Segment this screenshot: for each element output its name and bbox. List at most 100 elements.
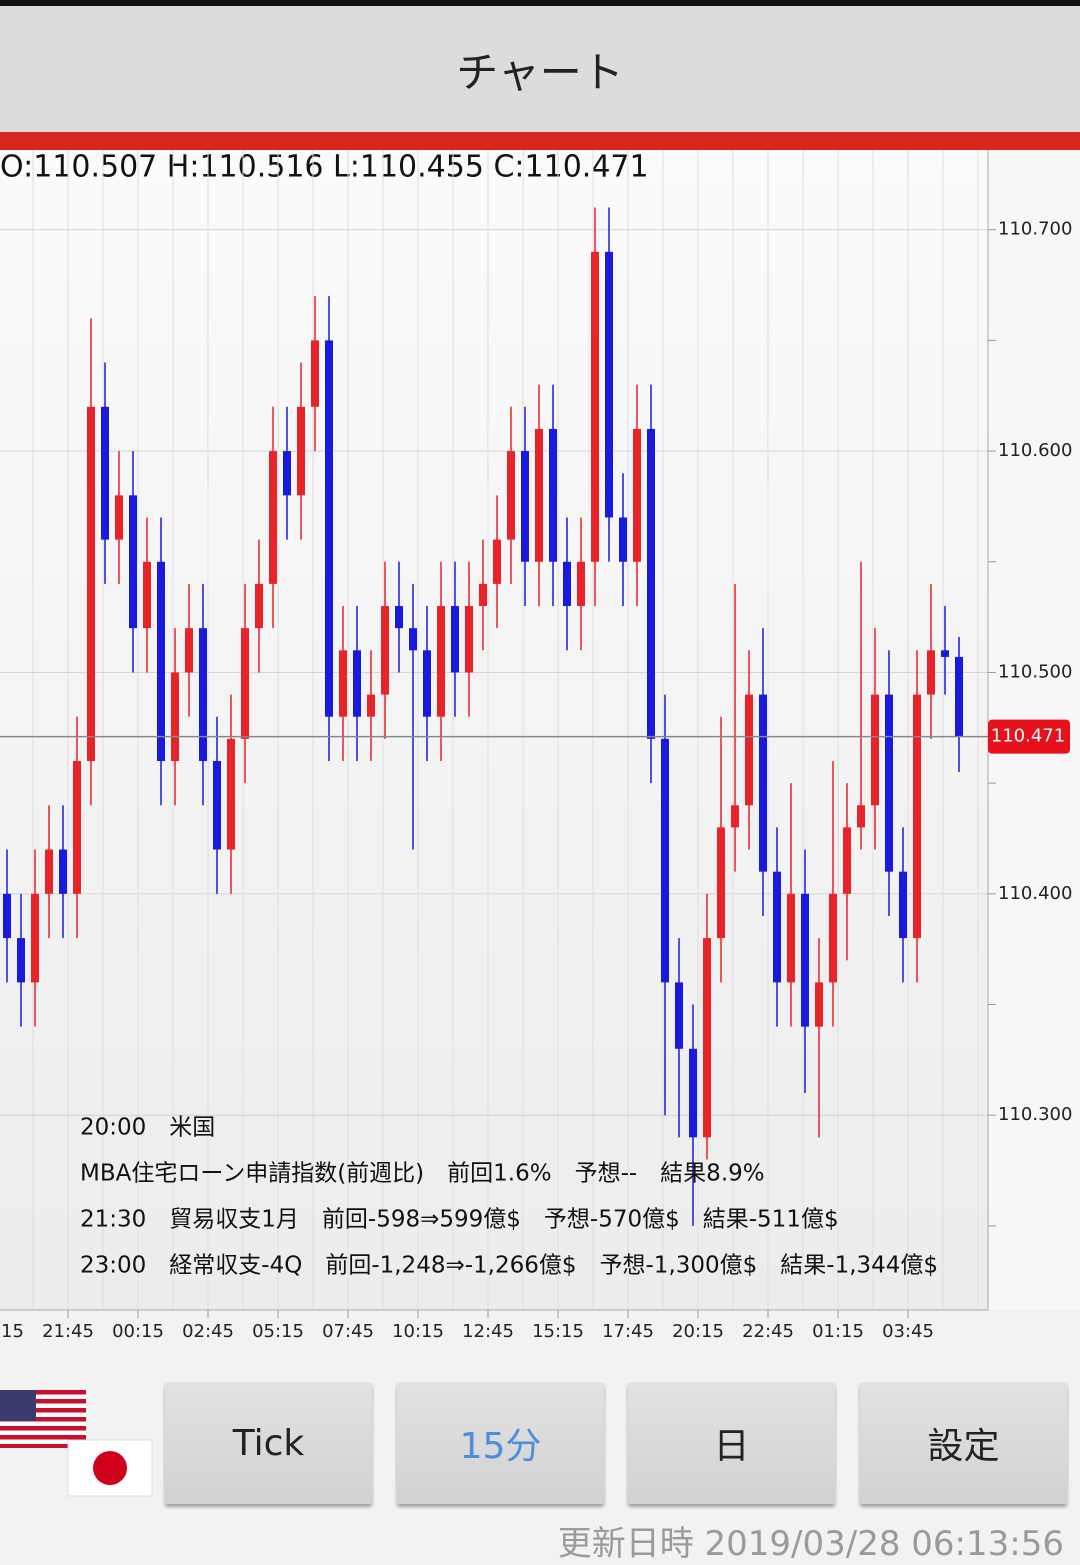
candle-body [115, 495, 123, 540]
candle-body [87, 406, 95, 761]
candle-body [633, 428, 641, 562]
candle-body [73, 760, 81, 894]
current-price-label: 110.471 [991, 726, 1065, 747]
candle-body [717, 827, 725, 939]
y-tick-label: 110.400 [998, 883, 1072, 904]
x-tick-label: 22:45 [742, 1321, 794, 1342]
candle-body [45, 849, 53, 894]
x-tick-label: 00:15 [112, 1321, 164, 1342]
candle-body [493, 539, 501, 584]
flags [0, 1390, 153, 1497]
candle-body [829, 893, 837, 983]
x-tick-label: 15:15 [532, 1321, 584, 1342]
candle-body [213, 760, 221, 850]
day-button[interactable]: 日 [628, 1382, 835, 1504]
accent-bar [0, 132, 1080, 150]
candle-body [157, 561, 165, 761]
title: チャート [0, 6, 1080, 132]
update-time: 更新日時 2019/03/28 06:13:56 [557, 1524, 1064, 1564]
news-line: 23:00 経常収支-4Q 前回-1,248⇒-1,266億$ 予想-1,300… [80, 1253, 938, 1279]
news-line: MBA住宅ローン申請指数(前週比) 前回1.6% 予想-- 結果8.9% [80, 1161, 765, 1187]
candle-body [185, 628, 193, 673]
candle-body [59, 849, 67, 894]
candle-body [451, 606, 459, 673]
candle-body [661, 738, 669, 983]
x-tick-label: 19:15 [0, 1321, 24, 1342]
candle-body [871, 694, 879, 806]
candle-body [325, 340, 333, 717]
candle-body [689, 1048, 697, 1138]
status-bar [0, 0, 1080, 6]
chart: O:110.507 H:110.516 L:110.455 C:110.471 … [0, 150, 1080, 1342]
y-tick-label: 110.700 [998, 219, 1072, 240]
candle-body [465, 606, 473, 673]
x-tick-label: 17:45 [602, 1321, 654, 1342]
candle-body [913, 694, 921, 939]
candle-body [773, 871, 781, 983]
candle-body [955, 656, 963, 737]
candle-body [857, 805, 865, 828]
candle-body [129, 495, 137, 629]
ohlc-label: O:110.507 H:110.516 L:110.455 C:110.471 [0, 150, 649, 185]
candle-body [31, 893, 39, 983]
candle-body [549, 428, 557, 562]
candle-body [703, 938, 711, 1138]
candle-body [479, 583, 487, 607]
candle-body [899, 871, 907, 939]
candle-body [395, 606, 403, 629]
candle-body [269, 451, 277, 584]
candle-body [731, 805, 739, 828]
candle-body [423, 650, 431, 717]
candle-body [507, 451, 515, 540]
candle-body [227, 738, 235, 850]
candle-body [801, 893, 809, 1027]
candle-body [255, 583, 263, 629]
x-tick-label: 10:15 [392, 1321, 444, 1342]
candle-body [619, 517, 627, 562]
candle-body [675, 982, 683, 1049]
candle-body [647, 428, 655, 739]
x-tick-label: 05:15 [252, 1321, 304, 1342]
y-tick-label: 110.600 [998, 440, 1072, 461]
candle-body [101, 406, 109, 540]
candle-body [367, 694, 375, 717]
candle-body [563, 561, 571, 607]
x-tick-label: 07:45 [322, 1321, 374, 1342]
x-tick-label: 01:15 [812, 1321, 864, 1342]
x-tick-label: 12:45 [462, 1321, 514, 1342]
candle-body [591, 251, 599, 562]
candle-body [311, 340, 319, 407]
candle-body [381, 606, 389, 695]
candle-body [605, 251, 613, 518]
x-tick-label: 20:15 [672, 1321, 724, 1342]
tick-button[interactable]: Tick [165, 1382, 372, 1504]
candle-body [283, 451, 291, 496]
candle-body [535, 428, 543, 562]
y-tick-label: 110.300 [998, 1104, 1072, 1125]
15min-button[interactable]: 15分 [397, 1382, 604, 1504]
news-line: 20:00 米国 [80, 1115, 215, 1141]
candle-body [17, 938, 25, 983]
candle-body [577, 561, 585, 607]
candle-body [787, 893, 795, 983]
candle-body [759, 694, 767, 872]
settings-button[interactable]: 設定 [860, 1382, 1067, 1504]
candle-body [3, 893, 11, 939]
candle-body [339, 650, 347, 717]
candle-body [843, 827, 851, 894]
candle-body [941, 650, 949, 657]
candle-body [353, 650, 361, 717]
candle-body [521, 451, 529, 562]
us-flag [0, 1390, 86, 1448]
candle-body [143, 561, 151, 629]
candle-body [241, 628, 249, 739]
current-price-tag [988, 719, 1070, 754]
y-tick-label: 110.500 [998, 661, 1072, 682]
candle-body [885, 694, 893, 872]
x-tick-label: 02:45 [182, 1321, 234, 1342]
jp-flag [67, 1439, 153, 1497]
candle-body [437, 606, 445, 717]
candle-body [745, 694, 753, 806]
candle-body [927, 650, 935, 695]
